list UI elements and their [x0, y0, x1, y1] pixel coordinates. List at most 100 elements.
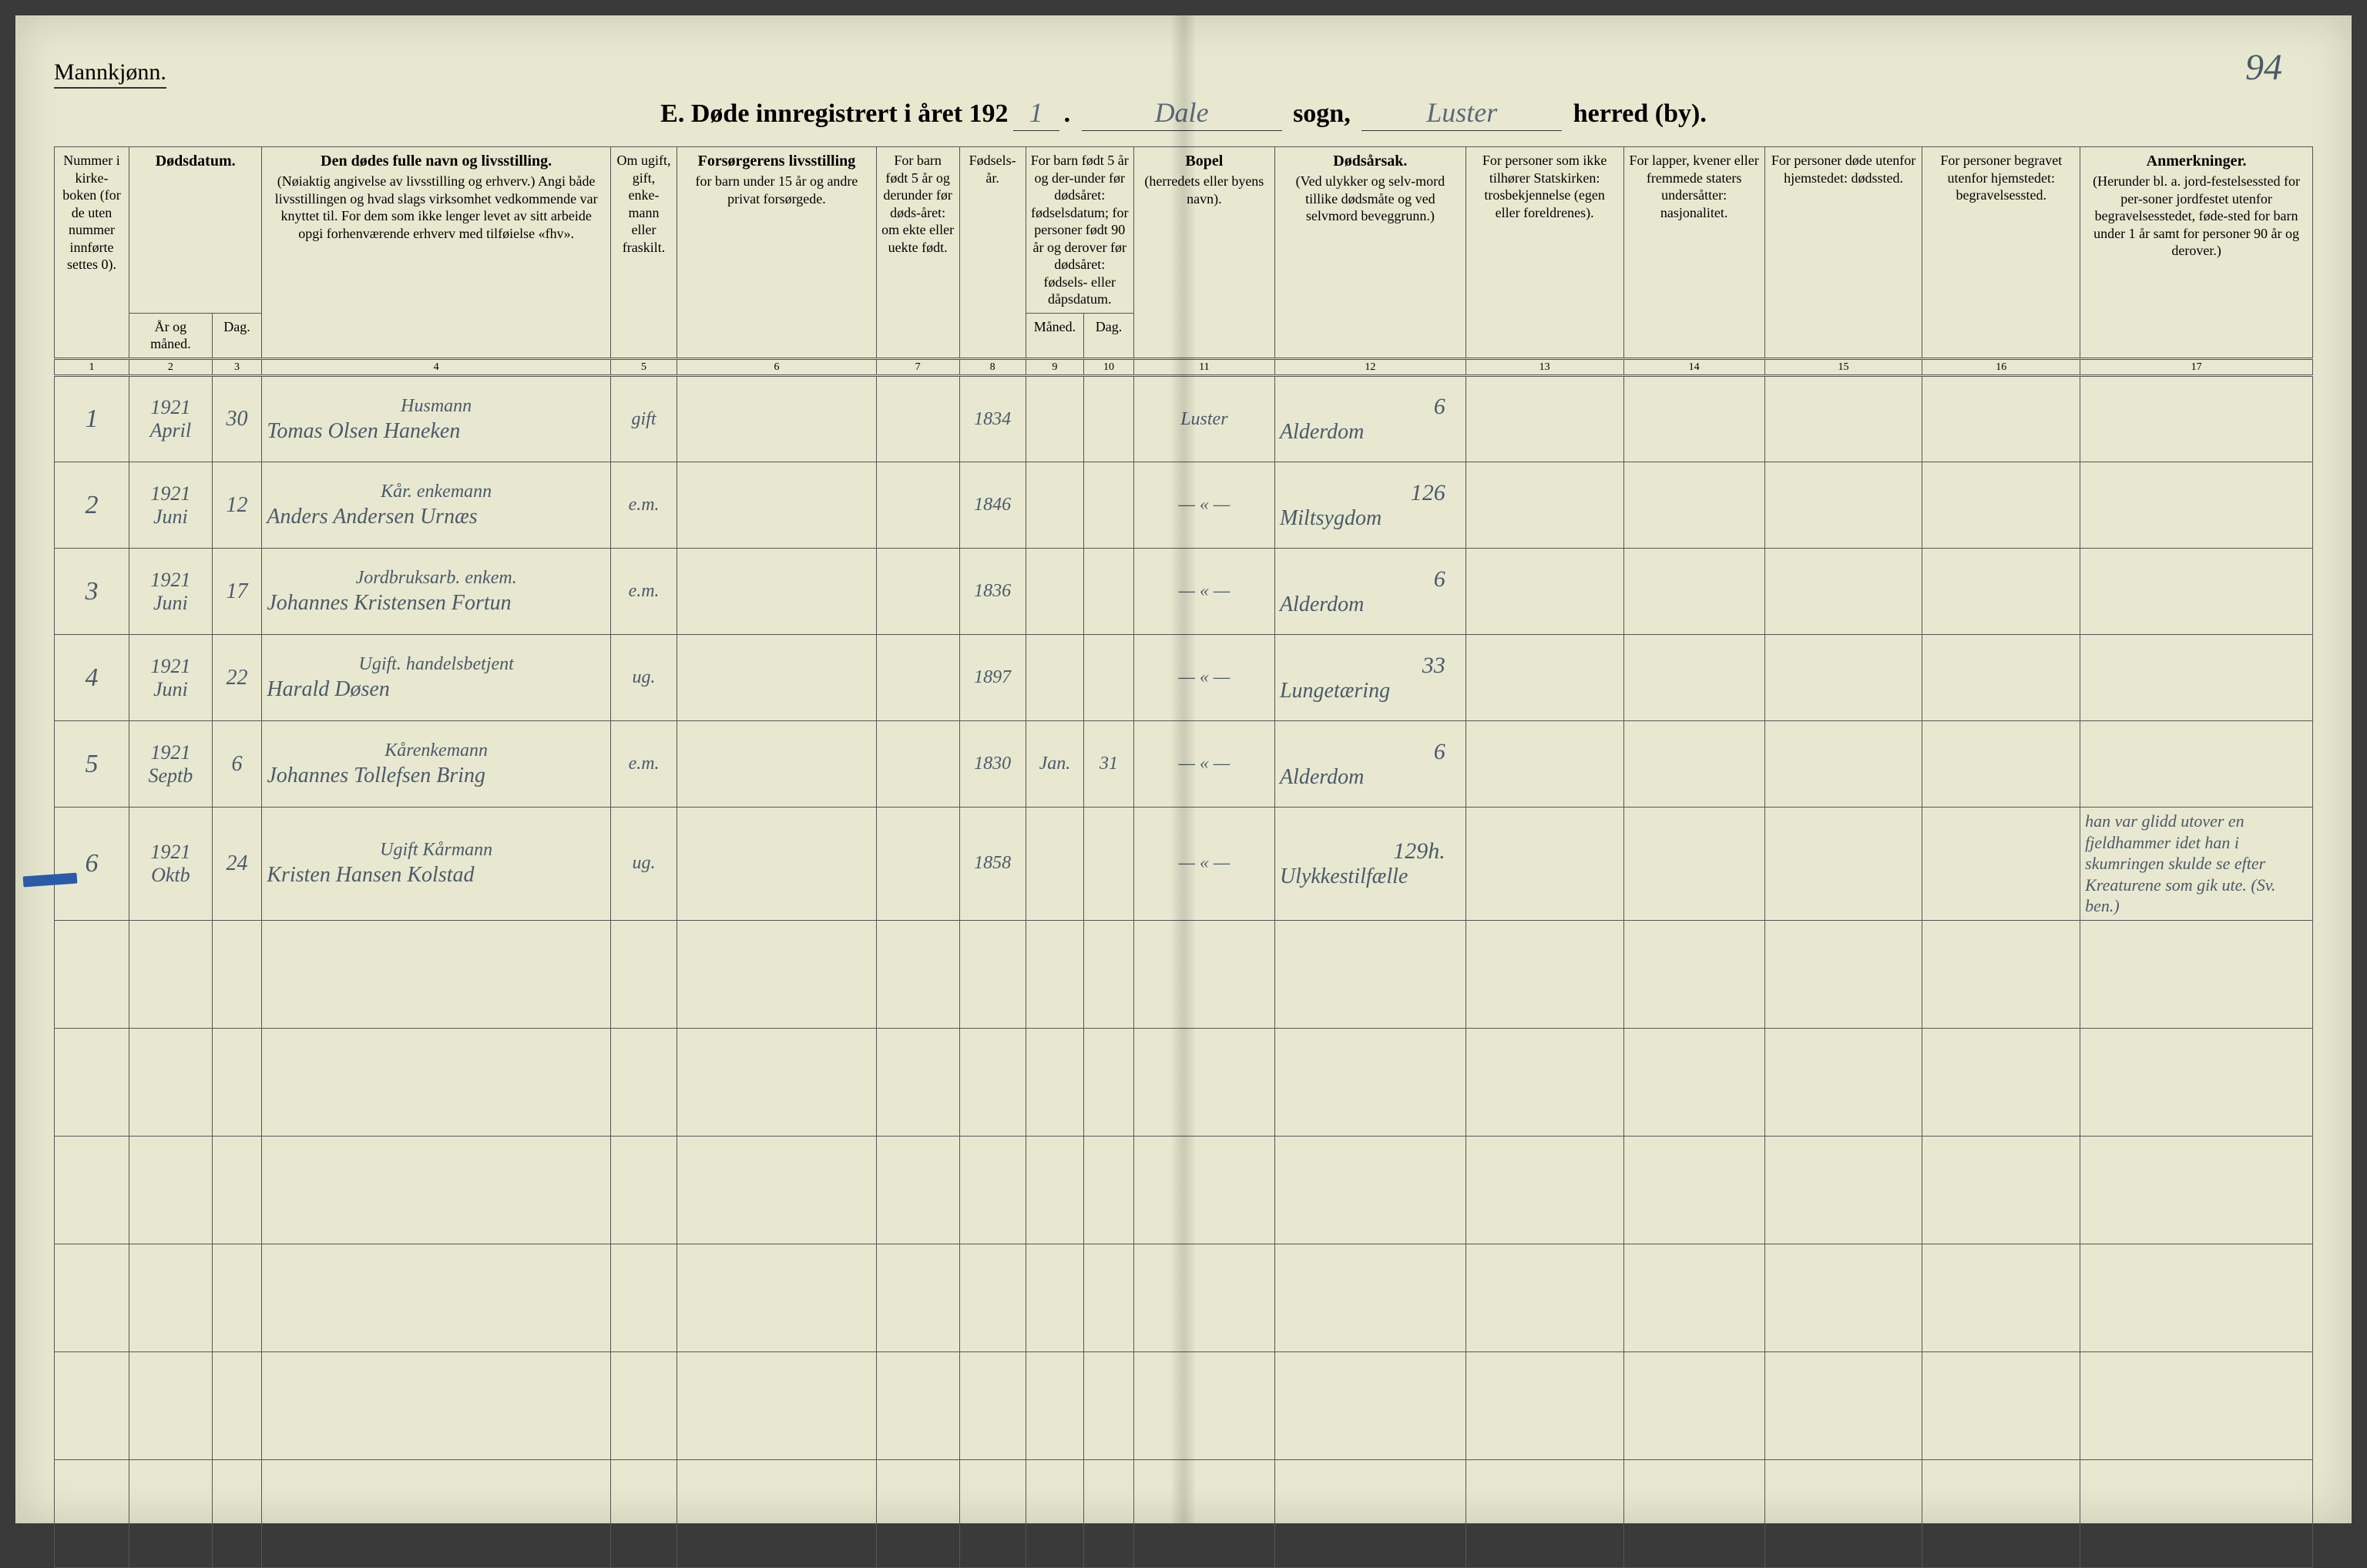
cell-empty: [1764, 1351, 1922, 1459]
cell: 12: [212, 462, 262, 549]
cell-empty: [1133, 920, 1274, 1028]
cell: 1897: [959, 635, 1026, 721]
cell: 6Alderdom: [1274, 376, 1466, 462]
page-number: 94: [2245, 46, 2282, 89]
cell: [1764, 462, 1922, 549]
cell: [1466, 462, 1623, 549]
cell-empty: [212, 1028, 262, 1136]
h-provider-title: Forsørgerens livsstilling: [682, 152, 871, 171]
colnum: 12: [1274, 358, 1466, 376]
h-residence: Bopel(herredets eller byens navn).: [1133, 147, 1274, 359]
cell: [1466, 376, 1623, 462]
cell-empty: [1764, 1244, 1922, 1351]
cell: Ugift. handelsbetjentHarald Døsen: [262, 635, 611, 721]
cell-empty: [1764, 1028, 1922, 1136]
cause-text: Alderdom: [1280, 420, 1364, 444]
cause-number: 33: [1280, 653, 1461, 679]
cell: Jan.: [1026, 721, 1083, 808]
cell: 5: [55, 721, 129, 808]
cell: [876, 808, 959, 921]
cell: 1846: [959, 462, 1026, 549]
h-cause: Dødsårsak.(Ved ulykker og selv-mord till…: [1274, 147, 1466, 359]
cell-empty: [677, 1351, 877, 1459]
cell: 22: [212, 635, 262, 721]
cell: 6Alderdom: [1274, 721, 1466, 808]
cell-empty: [677, 1244, 877, 1351]
cause-number: 6: [1280, 394, 1461, 420]
cell-empty: [1084, 1459, 1134, 1567]
cause-text: Miltsygdom: [1280, 506, 1382, 530]
cell: 1921 Oktb: [129, 808, 212, 921]
colnum: 8: [959, 358, 1026, 376]
cell-empty: [959, 920, 1026, 1028]
cell: [1623, 462, 1764, 549]
cell: — « —: [1133, 462, 1274, 549]
cell: [677, 721, 877, 808]
h-name-title: Den dødes fulle navn og livsstilling.: [267, 152, 606, 171]
cell: [677, 808, 877, 921]
cell-empty: [129, 1459, 212, 1567]
cell: HusmannTomas Olsen Haneken: [262, 376, 611, 462]
cause-number: 6: [1280, 566, 1461, 593]
cell-empty: [1084, 1028, 1134, 1136]
cell-empty: [1133, 1351, 1274, 1459]
colnum: 7: [876, 358, 959, 376]
cell-empty: [876, 1244, 959, 1351]
cell: [2080, 462, 2313, 549]
cell: [677, 549, 877, 635]
cell: [1466, 549, 1623, 635]
cell-empty: [1084, 1351, 1134, 1459]
name-text: Johannes Tollefsen Bring: [267, 764, 485, 787]
cell-empty: [262, 1351, 611, 1459]
cell: [1764, 549, 1922, 635]
cell: [1026, 635, 1083, 721]
cell-empty: [1133, 1459, 1274, 1567]
h-cause-title: Dødsårsak.: [1280, 152, 1461, 171]
cell: 1921 Juni: [129, 549, 212, 635]
cell-empty: [129, 1028, 212, 1136]
title-prefix: E. Døde innregistrert i året 192: [660, 99, 1008, 128]
cause-number: 129h.: [1280, 838, 1461, 865]
h-residence-sub: (herredets eller byens navn).: [1144, 173, 1264, 206]
colnum: 9: [1026, 358, 1083, 376]
name-text: Harald Døsen: [267, 677, 389, 701]
cell: 1921 Juni: [129, 462, 212, 549]
cell: KårenkemannJohannes Tollefsen Bring: [262, 721, 611, 808]
cell-empty: [677, 1028, 877, 1136]
name-text: Johannes Kristensen Fortun: [267, 591, 511, 615]
h-date-year: År og måned.: [129, 313, 212, 358]
cell-empty: [212, 1136, 262, 1244]
cell: 1834: [959, 376, 1026, 462]
cause-number: 6: [1280, 739, 1461, 765]
cell-empty: [876, 1028, 959, 1136]
h-religion: For personer som ikke tilhører Statskirk…: [1466, 147, 1623, 359]
h-provider-sub: for barn under 15 år og andre privat for…: [696, 173, 858, 206]
cell-empty: [1274, 1028, 1466, 1136]
colnum: 16: [1922, 358, 2080, 376]
h-remarks-sub: (Herunder bl. a. jord-festelsessted for …: [2093, 173, 2300, 258]
cell: [677, 376, 877, 462]
cell-empty: [1623, 920, 1764, 1028]
cell: [1466, 635, 1623, 721]
cell-empty: [1026, 1351, 1083, 1459]
cell-empty: [610, 1351, 677, 1459]
cell-empty: [876, 1136, 959, 1244]
cell-empty: [959, 1244, 1026, 1351]
cell: Luster: [1133, 376, 1274, 462]
cell-empty: [2080, 1351, 2313, 1459]
cell-empty: [1764, 1459, 1922, 1567]
cell: e.m.: [610, 462, 677, 549]
cell-empty: [677, 1459, 877, 1567]
occupation-text: Ugift. handelsbetjent: [267, 653, 606, 676]
cell-empty: [677, 920, 877, 1028]
cell-empty: [959, 1351, 1026, 1459]
cell: 6Alderdom: [1274, 549, 1466, 635]
cell: — « —: [1133, 549, 1274, 635]
cell: ug.: [610, 635, 677, 721]
cell: 1858: [959, 808, 1026, 921]
cell-empty: [1922, 1459, 2080, 1567]
h-name: Den dødes fulle navn og livsstilling.(Nø…: [262, 147, 611, 359]
cell: [1764, 721, 1922, 808]
colnum: 3: [212, 358, 262, 376]
cell: 3: [55, 549, 129, 635]
